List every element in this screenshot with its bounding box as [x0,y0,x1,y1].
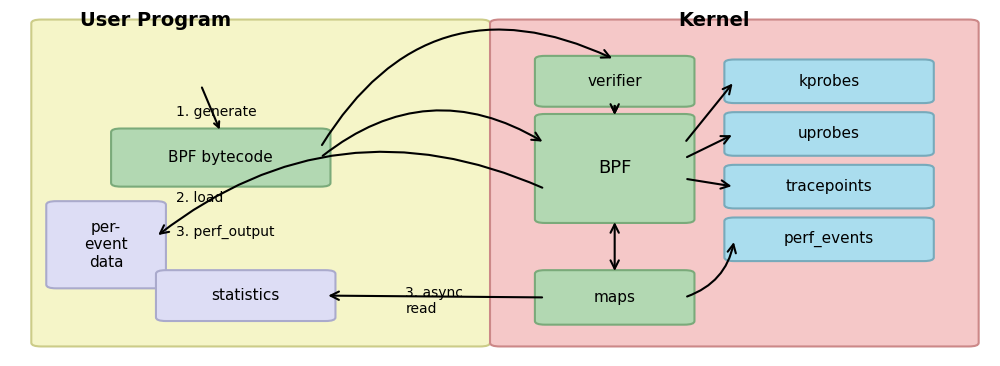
FancyBboxPatch shape [535,56,694,107]
Text: BPF bytecode: BPF bytecode [168,150,273,165]
Text: uprobes: uprobes [798,127,860,142]
FancyBboxPatch shape [31,19,490,347]
Text: 2. load: 2. load [176,191,223,205]
FancyBboxPatch shape [724,60,934,103]
FancyBboxPatch shape [46,201,166,288]
FancyBboxPatch shape [111,128,330,187]
FancyArrowPatch shape [611,104,619,112]
Text: verifier: verifier [587,74,642,89]
FancyArrowPatch shape [331,292,542,300]
Text: 3. perf_output: 3. perf_output [176,225,274,239]
FancyBboxPatch shape [724,112,934,156]
FancyBboxPatch shape [156,270,335,321]
FancyArrowPatch shape [687,244,736,296]
Text: BPF: BPF [598,160,631,178]
FancyArrowPatch shape [687,136,730,157]
FancyBboxPatch shape [724,217,934,261]
Text: User Program: User Program [80,11,232,30]
Text: 3. async
read: 3. async read [405,286,463,316]
FancyBboxPatch shape [490,19,979,347]
FancyBboxPatch shape [535,114,694,223]
FancyArrowPatch shape [611,224,619,269]
FancyBboxPatch shape [535,270,694,325]
Text: perf_events: perf_events [784,231,874,247]
FancyBboxPatch shape [724,165,934,208]
Text: kprobes: kprobes [798,74,860,89]
Text: Kernel: Kernel [679,11,750,30]
Text: statistics: statistics [212,288,280,303]
FancyArrowPatch shape [687,179,729,188]
FancyArrowPatch shape [322,30,610,145]
Text: per-
event
data: per- event data [84,220,128,270]
Text: 1. generate: 1. generate [176,105,257,119]
Text: maps: maps [594,290,636,305]
FancyArrowPatch shape [160,152,542,234]
FancyArrowPatch shape [686,85,731,141]
FancyArrowPatch shape [323,111,540,156]
Text: tracepoints: tracepoints [786,179,872,194]
